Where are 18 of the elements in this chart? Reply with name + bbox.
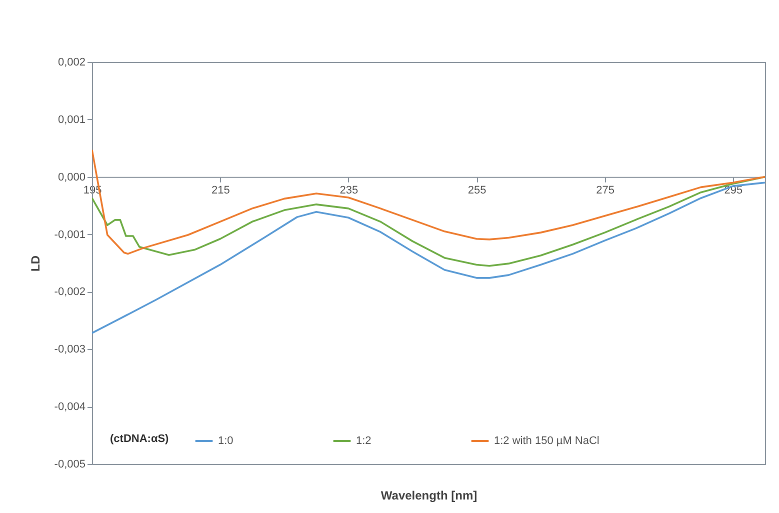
- legend-label: 1:0: [218, 435, 234, 447]
- y-tick-label: -0,002: [54, 286, 86, 298]
- y-tick-label: -0,005: [54, 458, 86, 470]
- y-tick-label: -0,004: [54, 401, 86, 414]
- y-tick-label: 0,002: [58, 56, 86, 68]
- legend-label: 1:2: [356, 435, 372, 447]
- x-tick-label: 215: [212, 184, 230, 196]
- legend-title: (ctDNA:αS): [110, 433, 170, 445]
- y-tick-label: -0,003: [54, 344, 86, 356]
- y-tick-label: -0,001: [54, 228, 86, 241]
- x-tick-label: 275: [596, 184, 614, 196]
- x-tick-label: 255: [468, 184, 486, 196]
- y-axis-title: LD: [28, 255, 42, 272]
- x-axis-title: Wavelength [nm]: [380, 488, 478, 502]
- y-tick-label: 0,001: [58, 114, 86, 126]
- x-tick-label: 235: [340, 184, 358, 196]
- legend-label: 1:2 with 150 µM NaCl: [494, 435, 600, 447]
- y-tick-label: 0,000: [58, 171, 86, 184]
